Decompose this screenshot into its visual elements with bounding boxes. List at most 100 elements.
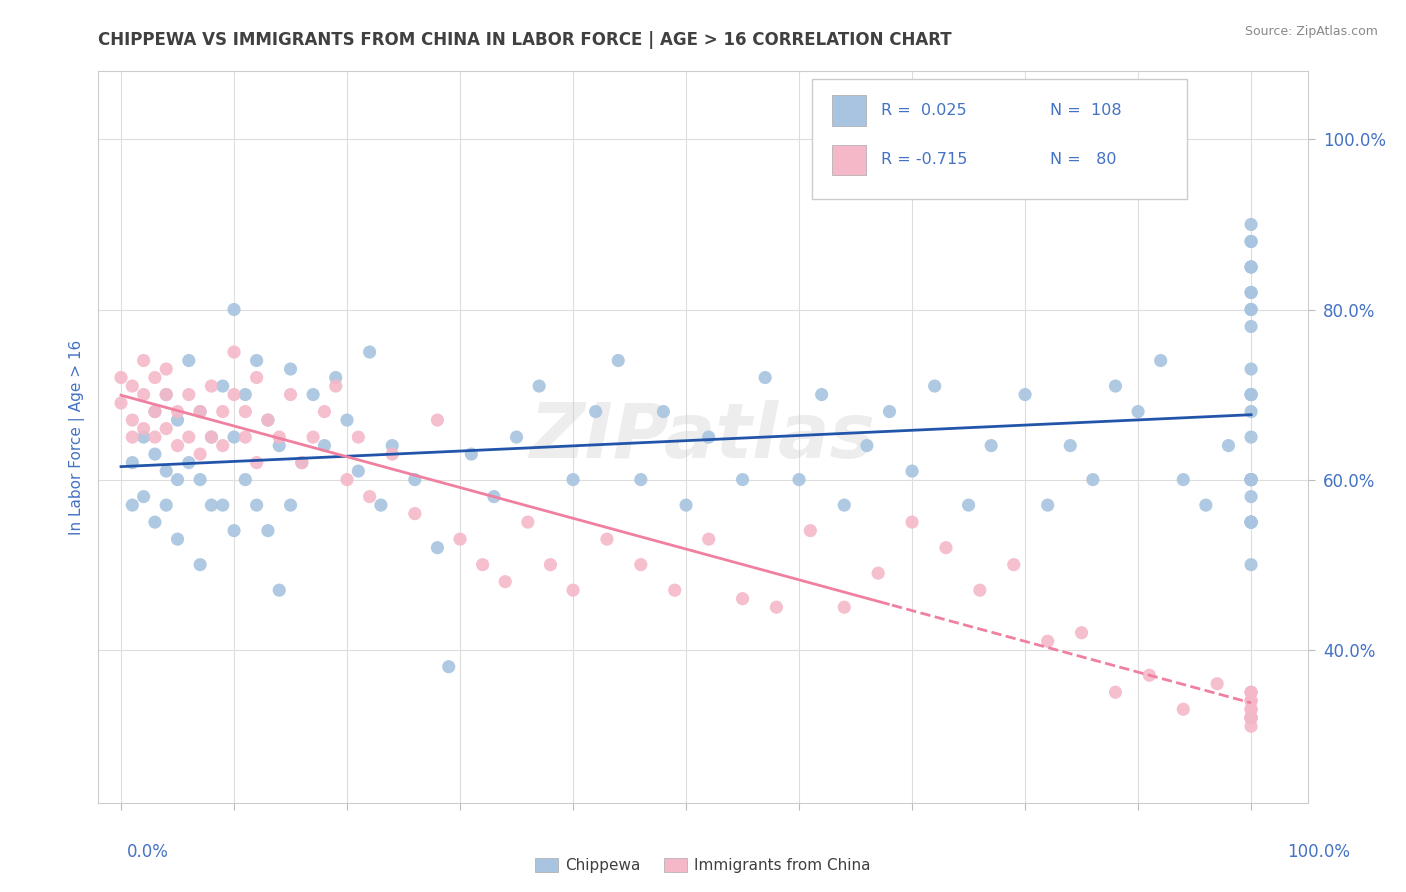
Point [121, 498, 143, 512]
Point [177, 353, 200, 368]
Point [155, 464, 177, 478]
Point [121, 456, 143, 470]
Point [188, 404, 211, 418]
Point [143, 404, 166, 418]
Point [143, 404, 166, 418]
Point [1240, 702, 1263, 716]
Point [222, 430, 245, 444]
Point [359, 490, 381, 504]
Point [314, 404, 336, 418]
Point [482, 490, 505, 504]
Point [1126, 404, 1149, 418]
Point [1240, 711, 1263, 725]
Point [1240, 473, 1263, 487]
Point [516, 515, 538, 529]
Point [177, 456, 200, 470]
Point [1240, 218, 1263, 232]
Point [1240, 558, 1263, 572]
Point [868, 566, 890, 581]
Point [1059, 439, 1081, 453]
Point [166, 473, 188, 487]
Point [177, 387, 200, 401]
Point [1240, 387, 1263, 401]
Point [155, 498, 177, 512]
Point [1104, 685, 1126, 699]
Point [1036, 498, 1059, 512]
Point [110, 396, 132, 410]
Point [246, 498, 269, 512]
Point [166, 439, 188, 453]
Point [754, 370, 776, 384]
Point [1240, 711, 1263, 725]
Point [132, 490, 155, 504]
Point [233, 404, 256, 418]
Point [1240, 694, 1263, 708]
Point [132, 353, 155, 368]
Point [1240, 473, 1263, 487]
Point [1240, 260, 1263, 274]
Point [269, 583, 291, 598]
Point [325, 379, 347, 393]
Text: N =  108: N = 108 [1050, 103, 1122, 118]
Point [1240, 711, 1263, 725]
Point [370, 498, 392, 512]
Point [799, 524, 821, 538]
Point [1240, 430, 1263, 444]
Point [969, 583, 991, 598]
Point [347, 464, 370, 478]
Point [246, 353, 269, 368]
Point [222, 345, 245, 359]
Point [1036, 634, 1059, 648]
Text: Source: ZipAtlas.com: Source: ZipAtlas.com [1244, 25, 1378, 38]
Point [257, 413, 280, 427]
Point [347, 430, 370, 444]
Point [302, 387, 325, 401]
Point [1240, 285, 1263, 300]
Point [143, 515, 166, 529]
Point [155, 387, 177, 401]
Point [257, 413, 280, 427]
Point [188, 558, 211, 572]
Point [222, 387, 245, 401]
Point [291, 456, 314, 470]
Point [787, 473, 810, 487]
Point [505, 430, 527, 444]
Point [1240, 515, 1263, 529]
Point [562, 583, 585, 598]
Point [233, 387, 256, 401]
Point [901, 464, 924, 478]
Point [143, 370, 166, 384]
Point [1150, 353, 1173, 368]
Point [302, 430, 325, 444]
Point [381, 439, 404, 453]
Point [246, 370, 269, 384]
Point [1137, 668, 1160, 682]
Point [121, 430, 143, 444]
Point [222, 302, 245, 317]
Point [460, 447, 482, 461]
Point [1070, 625, 1092, 640]
Point [143, 447, 166, 461]
Point [269, 430, 291, 444]
Point [664, 583, 686, 598]
Point [1240, 719, 1263, 733]
Point [1240, 711, 1263, 725]
Point [211, 404, 233, 418]
Point [222, 524, 245, 538]
Point [538, 558, 561, 572]
Point [1240, 362, 1263, 376]
Point [1206, 677, 1229, 691]
Point [1240, 702, 1263, 716]
Point [810, 387, 832, 401]
Point [280, 362, 302, 376]
Text: 100.0%: 100.0% [1286, 843, 1350, 861]
Point [233, 473, 256, 487]
Point [765, 600, 787, 615]
Point [426, 413, 449, 427]
Point [381, 447, 404, 461]
Point [1240, 685, 1263, 699]
Point [188, 447, 211, 461]
Point [200, 430, 222, 444]
Point [1240, 515, 1263, 529]
Point [449, 532, 471, 546]
